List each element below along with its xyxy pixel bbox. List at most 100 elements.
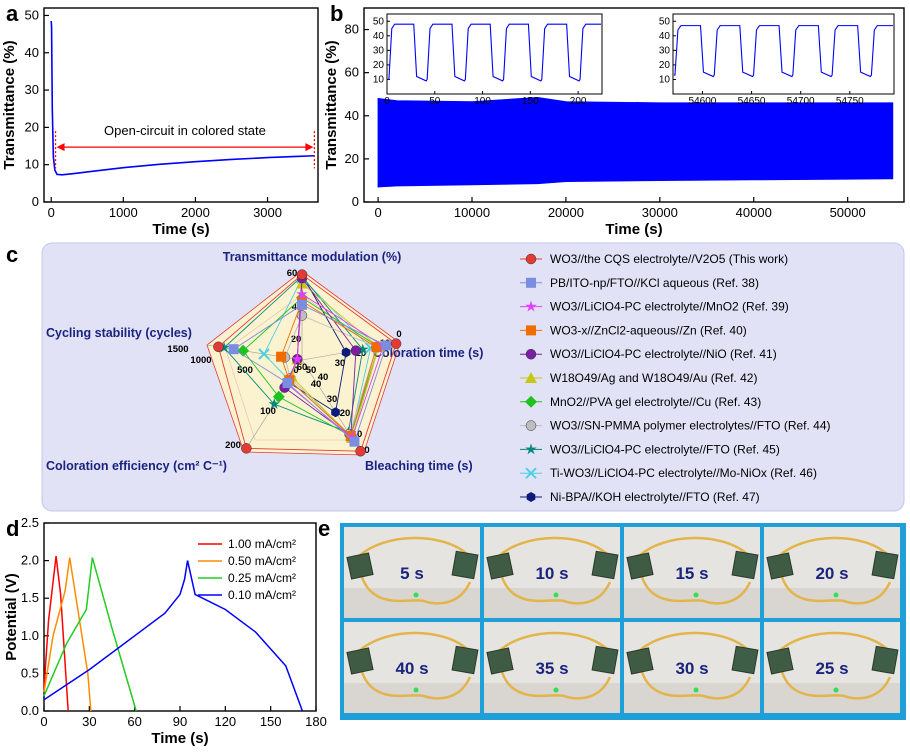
legend-label: WO3//LiClO4-PC electrolyte//NiO (Ref. 41… (550, 347, 777, 361)
radar-legend: WO3//the CQS electrolyte//V2O5 (This wor… (520, 252, 831, 504)
table-surface (764, 588, 900, 618)
legend-item: WO3//LiClO4-PC electrolyte//NiO (Ref. 41… (520, 347, 777, 361)
x-tick-label: 30000 (642, 205, 678, 220)
photo-time-label: 15 s (675, 564, 708, 583)
wire-top (637, 631, 749, 653)
radar-series-line (280, 300, 378, 437)
y-tick-label: 80 (345, 22, 359, 37)
table-surface (344, 683, 480, 713)
legend-marker (525, 443, 537, 455)
legend-label: MnO2//PVA gel electrolyte//Cu (Ref. 43) (550, 395, 761, 409)
wire-top (357, 631, 469, 653)
inset-frame (672, 13, 895, 95)
legend-label: 0.25 mA/cm² (228, 571, 296, 585)
wire-bottom (360, 576, 472, 605)
y-tick-label: 10 (25, 157, 39, 172)
x-tick-label: 40000 (736, 205, 772, 220)
legend-label: WO3-x//ZnCl2-aqueous//Zn (Ref. 40) (550, 323, 747, 337)
photo-cell: 15 s (624, 527, 760, 618)
x-tick-label: 20000 (548, 205, 584, 220)
legend-marker (525, 467, 537, 479)
legend-marker (525, 300, 537, 312)
inset-x-tick-label: 54650 (738, 96, 766, 107)
legend-item: MnO2//PVA gel electrolyte//Cu (Ref. 43) (520, 395, 761, 409)
series-line (50, 21, 315, 176)
panel-letter-b: b (330, 1, 343, 26)
radar-tick-label: 200 (225, 440, 241, 451)
inset-y-tick-label: 10 (659, 74, 671, 85)
led-indicator (413, 592, 419, 598)
gcd-curve (43, 557, 137, 712)
photo-time-label: 40 s (395, 659, 428, 678)
x-tick-label: 0 (48, 205, 55, 220)
y-tick-label: 30 (25, 82, 39, 97)
inset-2: 54600 54650 54700 54750 10 20 30 40 50 (659, 13, 895, 107)
y-tick-label: 0 (32, 194, 39, 209)
photo-time-label: 5 s (400, 564, 424, 583)
inset-x-tick-label: 54750 (836, 96, 864, 107)
x-axis-label: Time (s) (151, 730, 208, 747)
legend-marker (525, 395, 537, 408)
photo-cell: 40 s (344, 622, 480, 713)
radar-series-marker (258, 348, 270, 360)
device-left (346, 647, 374, 675)
radar-series-marker (213, 341, 224, 353)
radar-series-marker (282, 378, 293, 388)
chart-d: 0 30 60 90 120 150 180 0.0 0.5 1.0 1.5 2.0 2.5 Time (… (3, 515, 327, 747)
device-right (591, 550, 619, 580)
inset-y-tick-label: 40 (373, 31, 385, 42)
x-tick-label: 0 (40, 714, 47, 729)
radar-series-line (232, 304, 387, 443)
device-left (486, 647, 514, 675)
device-right (591, 645, 619, 675)
legend-item: Ni-BPA//KOH electrolyte//FTO (Ref. 47) (520, 490, 760, 504)
device-right (731, 550, 759, 580)
legend-label: Ti-WO3//LiClO4-PC electrolyte//Mo-NiOx (… (550, 466, 817, 480)
legend-label: 0.10 mA/cm² (228, 588, 296, 602)
gcd-legend: 1.00 mA/cm² 0.50 mA/cm² 0.25 mA/cm² 0.10 mA… (198, 537, 296, 602)
legend-item: PB/ITO-np/FTO//KCl aqueous (Ref. 38) (520, 276, 759, 290)
legend-marker (526, 277, 536, 288)
led-indicator (413, 687, 419, 693)
x-tick-label: 180 (305, 714, 327, 729)
device-right (731, 645, 759, 675)
radar-series-marker (341, 347, 351, 358)
radar-tick-label: 60 (297, 362, 308, 373)
gcd-curve (43, 555, 69, 712)
legend-item: WO3//LiClO4-PC electrolyte//FTO (Ref. 45… (520, 442, 780, 456)
y-tick-label: 1.0 (21, 628, 39, 643)
y-tick-label: 2.0 (21, 553, 39, 568)
radar-tick-label: 0 (364, 445, 369, 456)
legend-label: PB/ITO-np/FTO//KCl aqueous (Ref. 38) (550, 276, 759, 290)
x-tick-label: 3000 (253, 205, 282, 220)
y-tick-label: 2.5 (21, 515, 39, 530)
radar-tick-label: 500 (237, 365, 253, 376)
radar-series-marker (381, 340, 392, 351)
radar-axis-title: Transmittance modulation (%) (223, 250, 402, 264)
radar-series-marker (331, 407, 340, 418)
y-axis-label: Potential (V) (3, 573, 20, 661)
device-right (871, 550, 899, 580)
plot-frame (363, 7, 905, 203)
chart-b: 0 10000 20000 30000 40000 50000 0 20 40 60 80 Time … (323, 7, 905, 238)
wire-bottom (500, 671, 612, 700)
y-axis-label: Transmittance (%) (323, 40, 340, 169)
inset-y-tick-label: 30 (659, 45, 671, 56)
chart-a: 0 1000 2000 3000 0 10 20 30 40 50 Time (s) Transmit… (1, 7, 319, 238)
radar-axis-title: Coloration efficiency (cm² C⁻¹) (46, 459, 227, 473)
wire-top (497, 536, 609, 558)
radar-tick-label: 50 (306, 365, 317, 376)
photo-cell: 25 s (764, 622, 900, 713)
radar-series-marker (296, 310, 308, 321)
x-tick-label: 50000 (830, 205, 866, 220)
legend-label: WO3//the CQS electrolyte//V2O5 (This wor… (550, 252, 788, 266)
wire-top (497, 631, 609, 653)
table-surface (344, 588, 480, 618)
photo-cell: 10 s (484, 527, 620, 618)
legend-item: W18O49/Ag and W18O49/Au (Ref. 42) (520, 371, 757, 385)
y-tick-label: 40 (25, 45, 39, 60)
y-tick-label: 0.0 (21, 703, 39, 718)
inset-x-tick-label: 54600 (689, 96, 717, 107)
gcd-curve (43, 560, 304, 712)
